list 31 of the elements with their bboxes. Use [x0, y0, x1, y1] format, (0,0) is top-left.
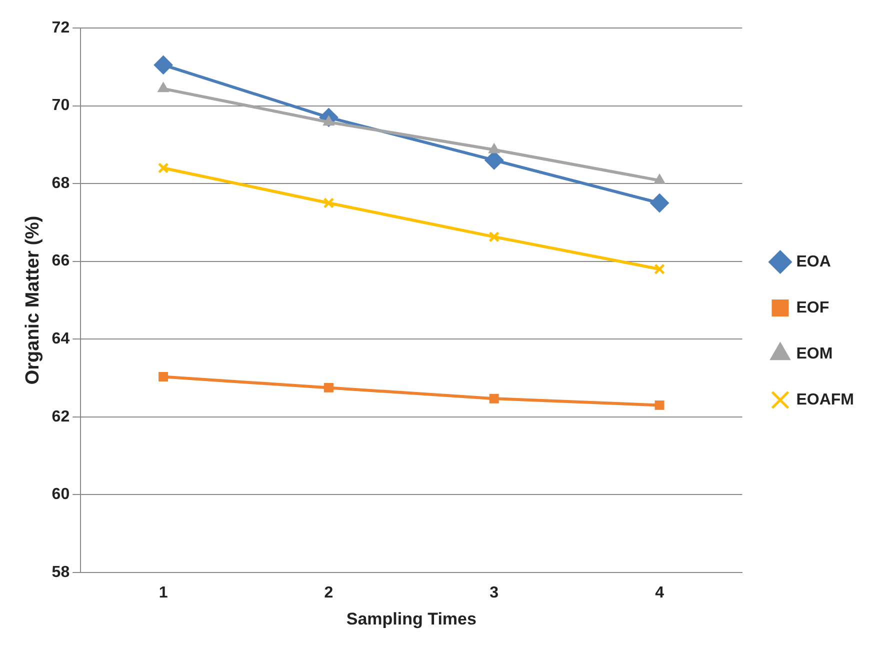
point	[489, 394, 499, 404]
point	[158, 82, 169, 92]
point	[654, 400, 664, 410]
x-tick-label: 2	[324, 584, 334, 602]
legend-label: EOAFM	[796, 391, 854, 408]
y-tick-label: 64	[52, 330, 70, 348]
x-tick-label: 3	[490, 584, 499, 602]
y-tick-label: 70	[52, 97, 70, 114]
point	[488, 143, 500, 154]
legend-label: EOA	[796, 253, 832, 270]
point	[654, 174, 666, 184]
x-tick-label: 1	[158, 584, 168, 602]
point	[650, 193, 670, 212]
x-tick-label: 4	[655, 584, 664, 602]
y-tick-label: 62	[52, 408, 70, 426]
y-tick-label: 58	[52, 564, 70, 581]
legend-label: EOM	[796, 345, 833, 362]
point	[654, 264, 666, 275]
y-tick-label: 66	[52, 252, 70, 270]
y-tick-label: 72	[52, 19, 70, 36]
point	[158, 162, 169, 174]
point	[324, 382, 334, 392]
y-axis-title: Organic Matter (%)	[22, 216, 44, 385]
point	[488, 231, 500, 242]
x-axis-title: Sampling Times	[346, 609, 476, 628]
y-tick-label: 60	[52, 486, 70, 504]
y-tick-label: 68	[52, 174, 70, 192]
point	[158, 372, 168, 382]
point	[323, 197, 334, 208]
point	[154, 55, 173, 74]
legend-label: EOF	[796, 299, 830, 316]
